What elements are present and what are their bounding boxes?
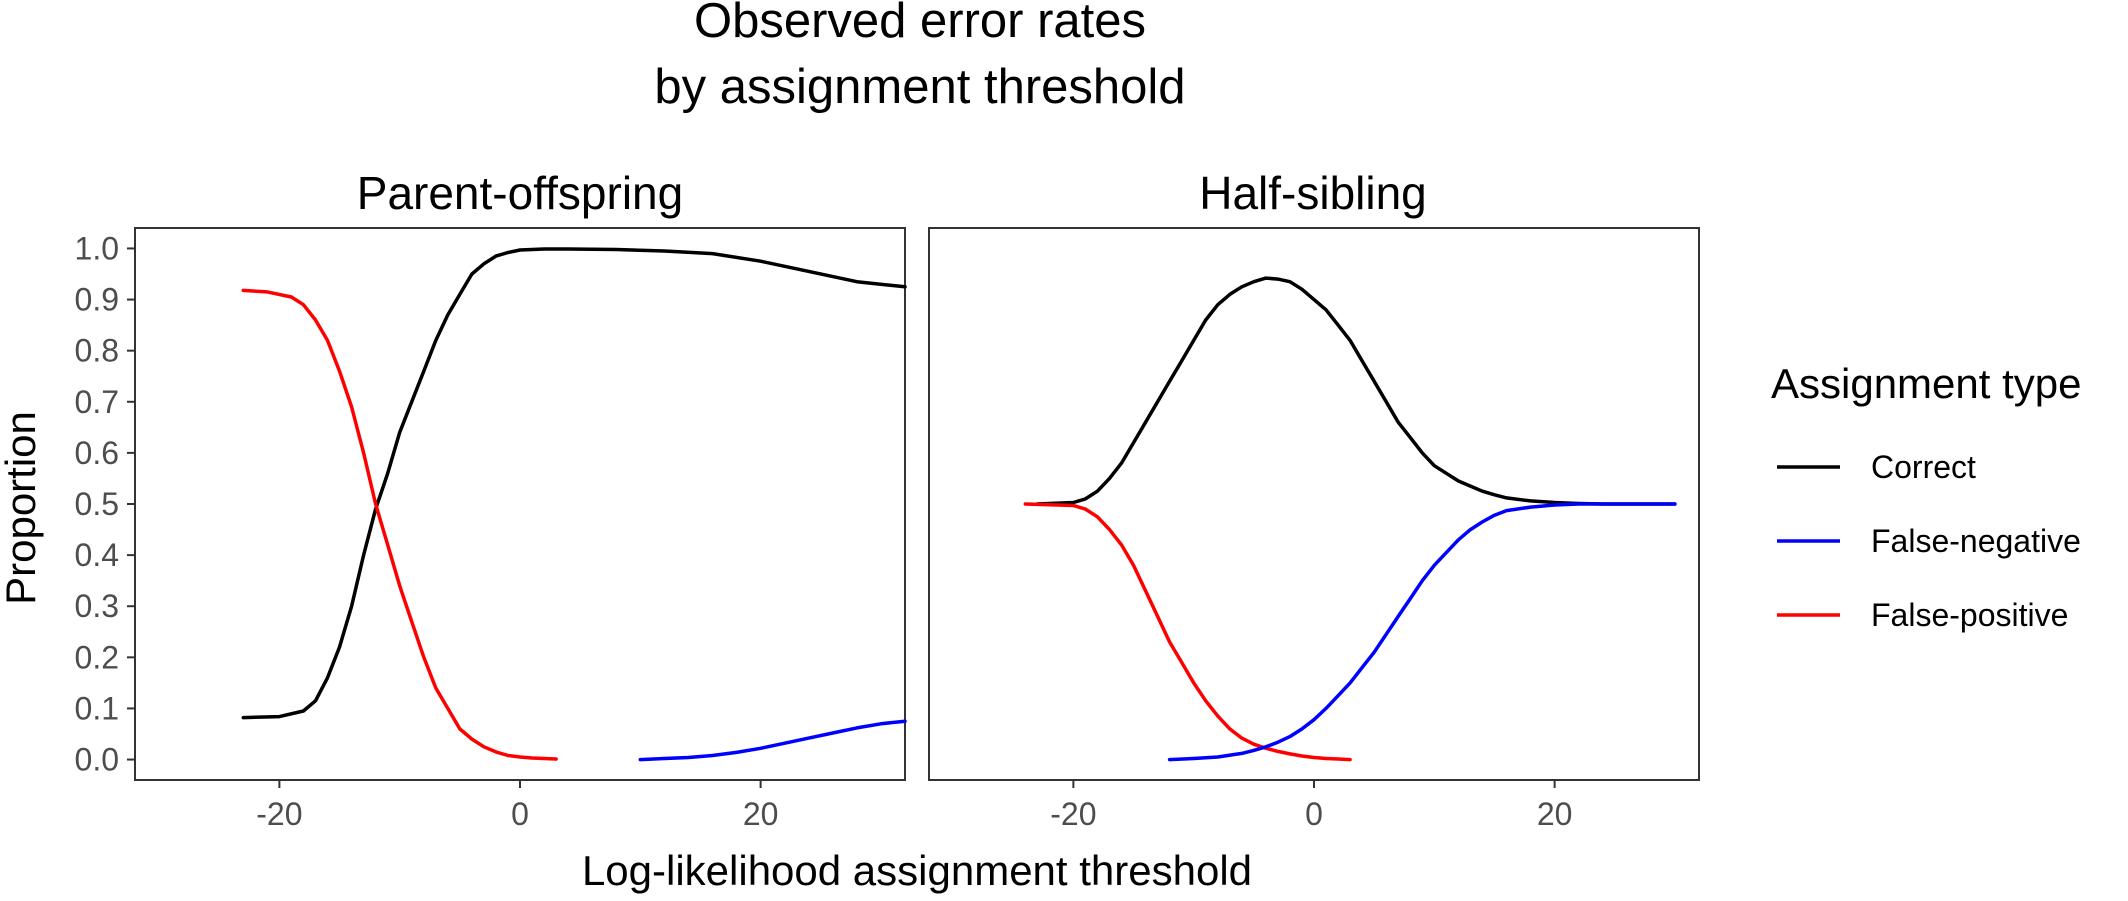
- series-line-half-sibling-false-negative: [1167, 502, 1677, 762]
- series-line-half-sibling-correct: [1035, 276, 1677, 506]
- panel-title-half-sibling: Half-sibling: [1199, 167, 1427, 219]
- legend-label-false-positive: False-positive: [1871, 597, 2068, 633]
- y-tick-label: 0.0: [75, 742, 119, 778]
- y-tick-label: 0.3: [75, 588, 119, 624]
- x-tick-label: 20: [1537, 796, 1573, 832]
- y-tick-label: 0.5: [75, 486, 119, 522]
- panel-parent-offspring: -20 0 20 0.0 0.1 0.2 0.3 0.4 0.5 0.6 0.7 0.8 0.9 1.0: [75, 227, 907, 832]
- y-tick-label: 0.9: [75, 282, 119, 318]
- series-line-half-sibling-false-positive: [1023, 502, 1352, 762]
- y-axis-title: Proportion: [0, 411, 44, 605]
- y-tick-label: 0.8: [75, 333, 119, 369]
- legend-label-false-negative: False-negative: [1871, 523, 2081, 559]
- x-tick-label: 0: [511, 796, 529, 832]
- x-tick-label: 0: [1305, 796, 1323, 832]
- legend-title: Assignment type: [1771, 360, 2082, 407]
- panel-title-parent-offspring: Parent-offspring: [357, 167, 683, 219]
- chart-title-line-2: by assignment threshold: [654, 60, 1185, 114]
- legend-label-correct: Correct: [1871, 449, 1976, 485]
- panel-border-parent-offspring: [134, 227, 906, 781]
- y-tick-label: 1.0: [75, 230, 119, 266]
- x-tick-label: -20: [256, 796, 302, 832]
- legend: Assignment type Correct False-negative Fal…: [1771, 360, 2082, 633]
- y-tick-label: 0.4: [75, 537, 119, 573]
- panel-half-sibling: -20 0 20: [928, 227, 1700, 832]
- series-line-parent-offspring-false-negative: [638, 719, 907, 762]
- chart-title-line-1: Observed error rates: [694, 0, 1146, 48]
- y-tick-label: 0.2: [75, 639, 119, 675]
- series-line-parent-offspring-false-positive: [241, 288, 558, 761]
- series-line-parent-offspring-correct: [241, 247, 907, 720]
- y-tick-label: 0.7: [75, 384, 119, 420]
- x-tick-label: 20: [743, 796, 779, 832]
- y-tick-label: 0.1: [75, 690, 119, 726]
- x-axis-title: Log-likelihood assignment threshold: [582, 847, 1252, 894]
- x-tick-label: -20: [1050, 796, 1096, 832]
- y-tick-label: 0.6: [75, 435, 119, 471]
